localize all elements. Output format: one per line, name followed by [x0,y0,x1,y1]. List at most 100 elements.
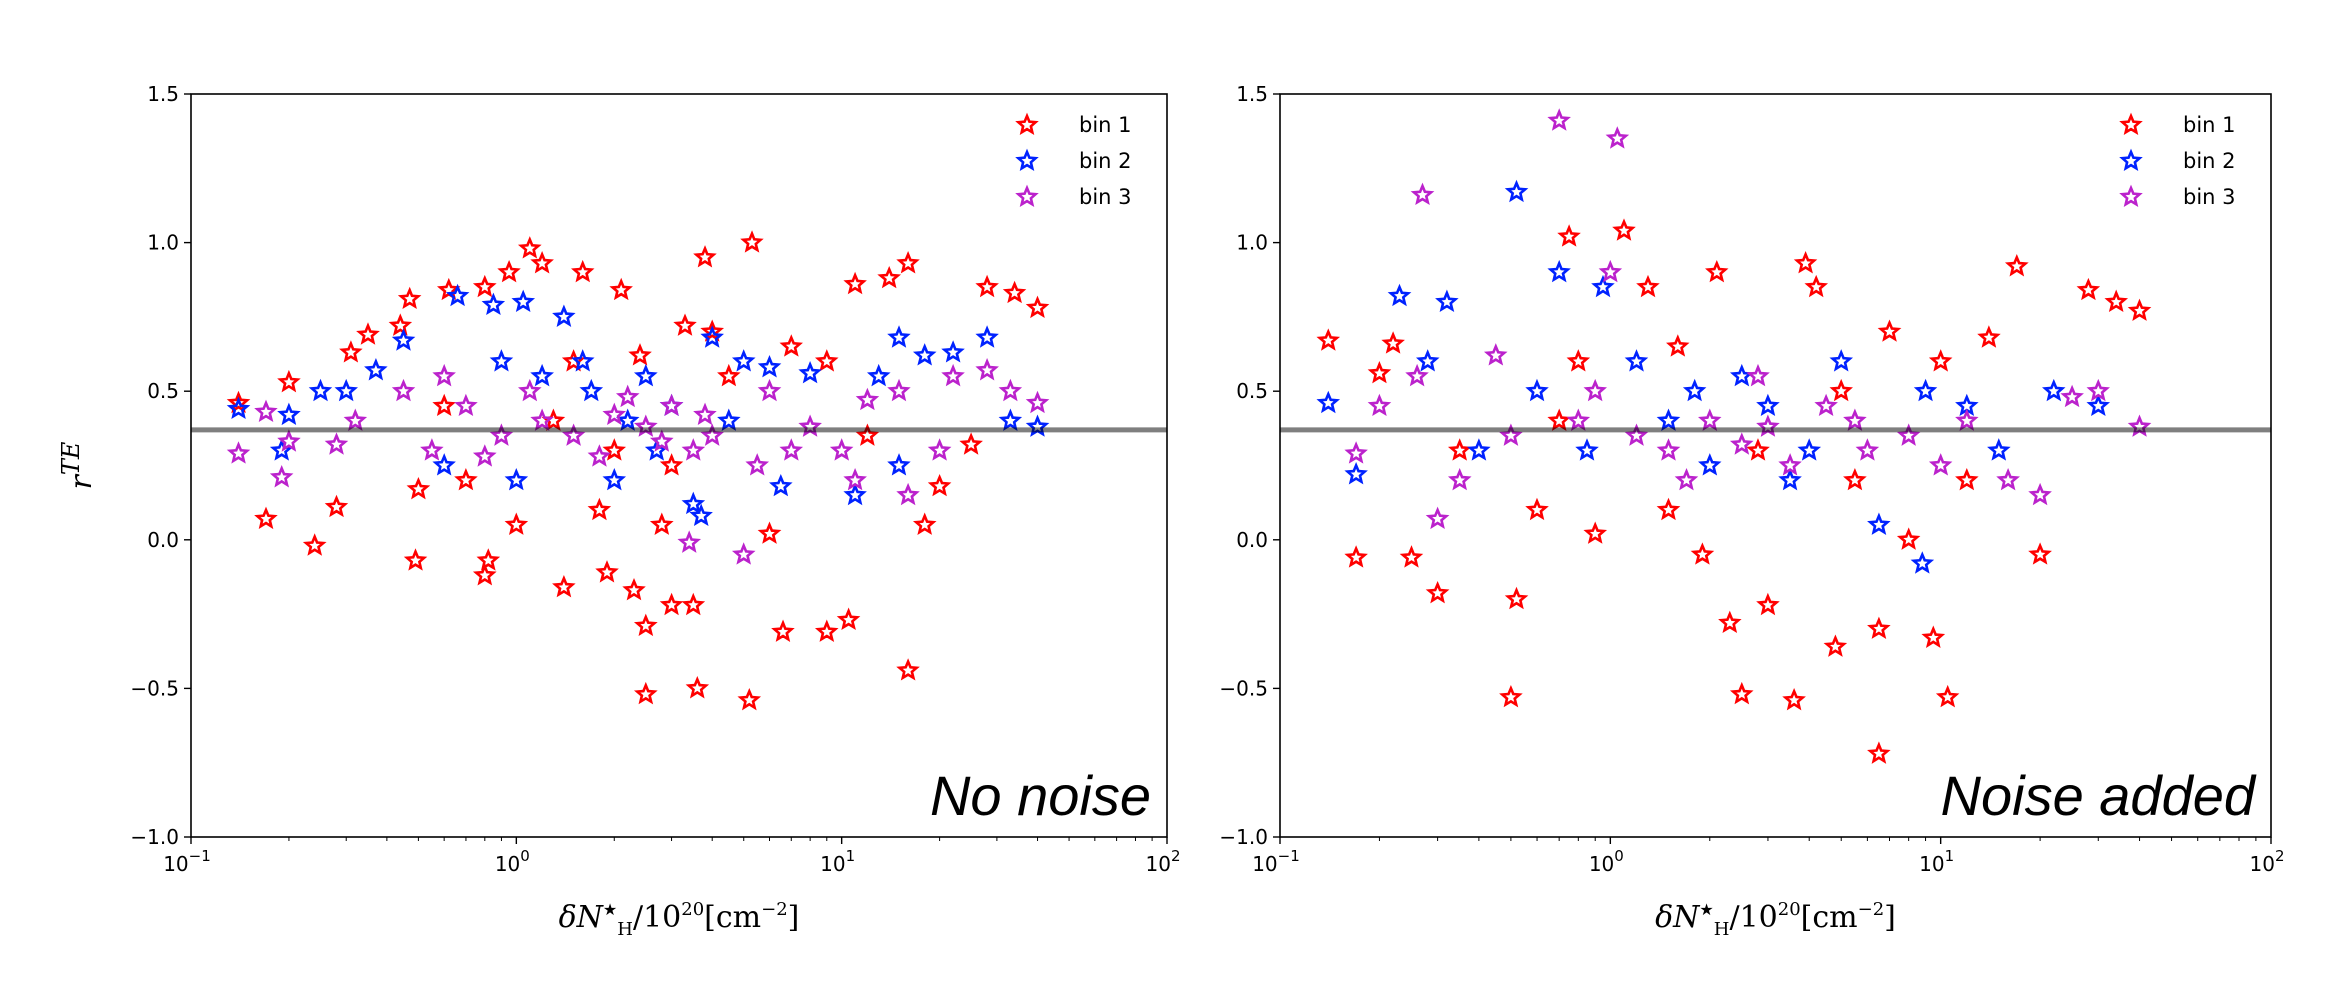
data-point [2127,298,2152,321]
data-point [731,349,756,372]
data-point [254,506,278,530]
data-point [432,453,456,476]
data-point [2086,378,2110,402]
data-point [587,497,612,521]
data-point [1467,438,1491,461]
data-point [552,575,576,598]
data-point [2028,542,2052,565]
data-point [1913,378,1938,402]
data-point [1656,408,1681,431]
data-point [364,357,388,381]
data-point [681,438,706,461]
data-point [561,423,586,446]
data-point [609,277,633,301]
legend-star-icon [1015,112,1039,136]
data-point [633,681,658,705]
data-point [1718,610,1742,634]
data-point [975,325,999,348]
data-point [481,292,506,316]
data-point [1814,393,1838,417]
data-point [1367,393,1392,417]
legend-item-bin-2: bin 2 [1015,148,1132,173]
data-point [391,328,416,351]
y-tick-label: −1.0 [130,825,179,849]
data-point [1435,289,1459,313]
data-point [302,533,327,556]
y-axis-label: rTE [57,441,99,489]
series-bin-2 [1316,179,2111,574]
data-point [633,613,658,637]
x-axis-label: δN★H/1020[cm−2] [1655,899,1896,940]
data-point [226,390,251,414]
legend-star-icon [2119,148,2143,172]
data-point [254,399,278,423]
data-point [277,402,301,426]
data-point [814,619,839,642]
data-point [685,676,710,699]
data-point [1525,378,1549,402]
data-point [269,438,294,461]
data-point [941,363,965,387]
data-point [693,245,717,268]
data-point [530,408,554,431]
data-point [659,592,684,616]
data-point [356,322,380,345]
data-point [740,230,764,253]
data-point [975,357,999,381]
data-point [403,548,428,571]
legend-item-bin-3: bin 3 [1015,184,1132,209]
data-point [855,423,880,446]
data-point [1829,378,1853,402]
data-point [1756,393,1780,417]
data-point [1987,438,2011,461]
legend: bin 1 bin 2 bin 3 [2119,112,2236,209]
data-point [1547,108,1571,131]
series-bin-1 [226,230,1050,711]
data-point [511,289,536,313]
data-point [504,512,529,535]
data-point [829,438,854,461]
legend-label: bin 2 [2183,149,2236,173]
data-point [489,349,514,372]
data-point [1804,274,1829,298]
y-tick-label: 1.0 [1236,231,1268,255]
data-point [595,560,619,583]
panel-annotation: No noise [930,764,1151,827]
data-point [432,393,456,417]
data-point [1447,438,1472,461]
data-point [1566,408,1591,431]
legend-item-bin-3: bin 3 [2119,184,2236,209]
data-point [912,512,937,535]
series-bin-1 [1316,218,2152,764]
data-point [1425,506,1450,530]
data-point [628,343,652,366]
y-tick-label: −1.0 [1219,825,1268,849]
legend-label: bin 3 [1079,185,1132,209]
data-point [1977,325,2001,348]
data-point [912,343,937,366]
data-point [1624,349,1649,372]
data-point [717,408,741,431]
x-tick-label: 101 [820,847,855,876]
data-point [771,619,795,642]
x-tick-label: 102 [1146,847,1181,876]
y-tick-label: 1.5 [147,82,179,106]
data-point [1682,378,1707,402]
data-point [887,325,911,348]
data-point [866,363,891,387]
data-point [1656,497,1681,521]
data-point [649,429,674,452]
legend: bin 1 bin 2 bin 3 [1015,112,1132,209]
data-point [1896,423,1921,446]
legend-star-icon [1015,184,1039,208]
data-point [1583,378,1607,402]
x-tick-label: 100 [1589,847,1624,876]
data-point [324,432,349,455]
data-point [757,521,782,544]
data-point [1877,319,1902,342]
data-point [798,360,822,384]
data-point [1504,179,1529,203]
y-tick-label: 1.0 [147,231,179,255]
data-point [1425,580,1450,604]
